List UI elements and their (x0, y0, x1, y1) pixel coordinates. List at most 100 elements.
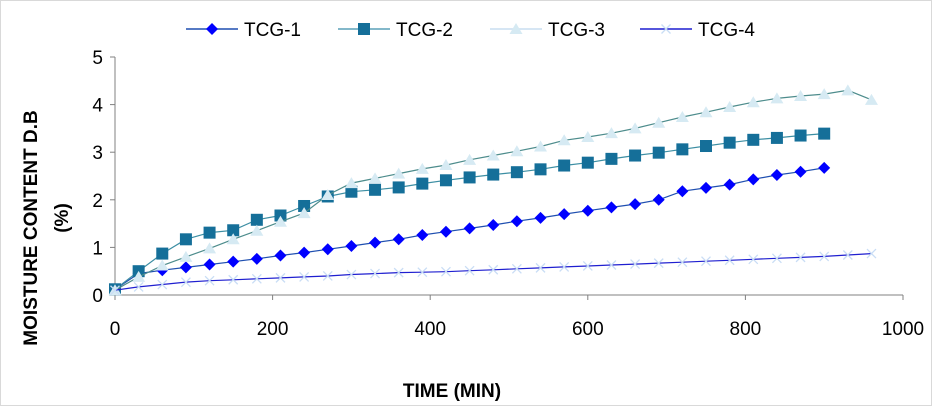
data-point-tcg-2 (369, 183, 382, 196)
x-tick-label: 600 (572, 319, 604, 340)
y-axis-title-line2: (%) (52, 203, 73, 233)
y-axis-ticks: 0 1 2 3 4 5 (92, 48, 115, 307)
data-point-tcg-4 (180, 277, 191, 288)
data-point-tcg-1 (629, 198, 642, 211)
data-point-tcg-1 (487, 219, 500, 232)
data-point-tcg-3 (463, 153, 477, 165)
legend-label: TCG-2 (396, 20, 453, 41)
data-point-tcg-4 (251, 273, 262, 284)
data-point-tcg-4 (346, 269, 357, 280)
legend-label: TCG-3 (548, 20, 605, 41)
data-point-tcg-3 (699, 106, 713, 118)
data-point-tcg-2 (794, 129, 807, 142)
x-tick-label: 800 (730, 319, 762, 340)
data-point-tcg-2 (510, 166, 523, 179)
data-point-tcg-1 (723, 178, 736, 191)
data-point-tcg-3 (132, 270, 146, 282)
data-point-tcg-1 (321, 243, 334, 256)
legend-label: TCG-1 (244, 20, 301, 41)
data-point-tcg-2 (156, 247, 169, 260)
x-tick-label: 1000 (882, 319, 924, 340)
data-point-tcg-4 (110, 285, 120, 296)
data-point-tcg-2 (700, 140, 712, 153)
data-point-tcg-4 (441, 266, 451, 277)
y-axis-title-line1: MOISTURE CONTENT D.B (21, 110, 42, 345)
data-point-tcg-2 (345, 185, 358, 198)
legend-item-tcg-3: TCG-3 (490, 20, 605, 41)
legend-marker-tcg-1 (206, 23, 218, 35)
data-point-tcg-3 (415, 162, 429, 174)
legend-item-tcg-4: TCG-4 (640, 20, 755, 41)
data-point-tcg-3 (297, 207, 311, 219)
data-point-tcg-1 (227, 255, 240, 268)
data-point-tcg-3 (179, 250, 193, 262)
y-tick-label: 0 (92, 286, 103, 307)
data-point-tcg-2 (652, 146, 665, 159)
data-point-tcg-4 (701, 256, 711, 267)
data-point-tcg-3 (770, 92, 784, 104)
data-point-tcg-3 (392, 167, 406, 179)
data-point-tcg-4 (275, 272, 286, 283)
data-point-tcg-4 (157, 279, 168, 290)
data-point-tcg-4 (795, 252, 806, 263)
data-point-tcg-3 (226, 233, 240, 245)
data-point-tcg-1 (203, 258, 216, 271)
data-point-tcg-1 (298, 246, 311, 259)
data-point-tcg-3 (155, 259, 169, 271)
data-point-tcg-2 (770, 131, 783, 144)
legend-item-tcg-2: TCG-2 (338, 20, 453, 41)
data-point-tcg-2 (416, 177, 429, 190)
data-point-tcg-4 (630, 259, 641, 270)
data-point-tcg-2 (629, 149, 642, 162)
data-point-tcg-1 (416, 229, 429, 242)
data-point-tcg-3 (510, 145, 524, 157)
data-point-tcg-3 (604, 127, 618, 139)
series-tcg-3 (108, 84, 878, 296)
data-point-tcg-1 (605, 201, 618, 214)
data-point-tcg-2 (558, 159, 571, 172)
data-point-tcg-3 (817, 88, 831, 100)
data-point-tcg-2 (487, 168, 500, 181)
series-tcg-2 (109, 127, 831, 296)
data-point-tcg-3 (273, 215, 287, 227)
data-point-tcg-3 (794, 90, 808, 102)
data-point-tcg-4 (771, 253, 782, 264)
data-point-tcg-3 (557, 134, 571, 146)
data-point-tcg-4 (133, 281, 144, 292)
data-point-tcg-4 (866, 248, 877, 259)
series-tcg-4 (110, 248, 877, 296)
data-point-tcg-2 (581, 156, 594, 169)
data-point-tcg-4 (677, 257, 688, 268)
data-point-tcg-4 (299, 271, 310, 282)
data-point-tcg-1 (534, 211, 547, 224)
data-point-tcg-4 (393, 267, 404, 278)
y-tick-label: 5 (92, 48, 103, 69)
data-point-tcg-2 (250, 213, 263, 226)
data-point-tcg-4 (748, 254, 759, 265)
data-point-tcg-1 (369, 236, 382, 249)
data-point-tcg-2 (439, 174, 452, 187)
data-point-tcg-2 (227, 224, 240, 237)
data-point-tcg-3 (581, 130, 595, 142)
data-point-tcg-4 (606, 260, 617, 270)
data-point-tcg-1 (558, 208, 571, 221)
y-tick-label: 1 (92, 238, 103, 259)
legend: TCG-1 TCG-2 TCG-3 TCG-4 (186, 20, 755, 41)
data-point-tcg-1 (463, 222, 476, 235)
data-point-tcg-4 (535, 262, 546, 273)
x-tick-label: 0 (110, 319, 121, 340)
data-point-tcg-3 (723, 100, 737, 112)
data-point-tcg-3 (534, 140, 548, 152)
data-point-tcg-2 (179, 233, 192, 246)
data-point-tcg-3 (344, 177, 358, 189)
data-point-tcg-3 (250, 224, 264, 236)
data-point-tcg-4 (582, 261, 593, 271)
x-axis-title: TIME (MIN) (403, 381, 501, 402)
data-point-tcg-1 (747, 173, 760, 186)
data-point-tcg-3 (628, 122, 642, 134)
data-point-tcg-2 (298, 199, 311, 212)
data-point-tcg-3 (675, 110, 689, 122)
data-point-tcg-2 (463, 171, 476, 184)
data-point-tcg-4 (322, 271, 333, 281)
